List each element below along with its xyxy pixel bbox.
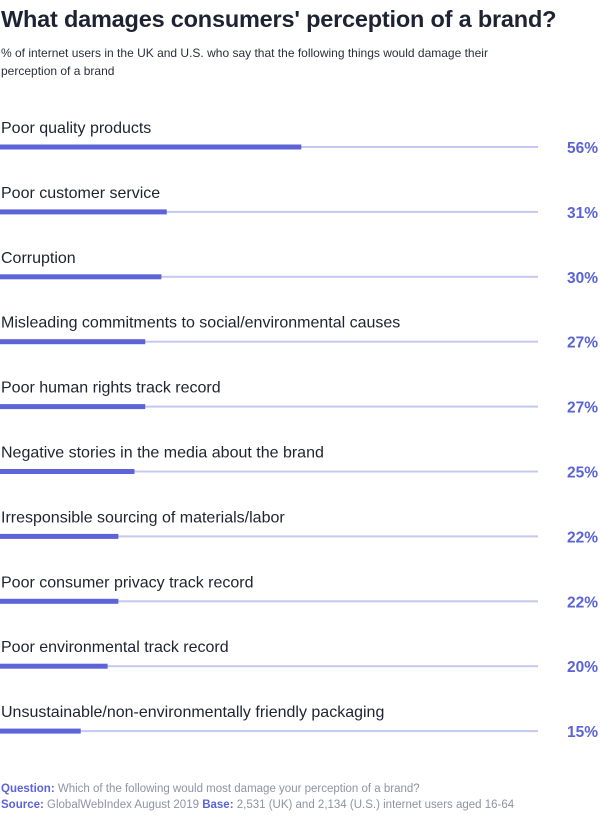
category-label: Irresponsible sourcing of materials/labo… [1, 509, 285, 526]
category-label: Misleading commitments to social/environ… [1, 315, 400, 332]
value-label: 22% [567, 594, 598, 611]
bar-track [0, 470, 538, 473]
bar [0, 404, 146, 410]
bar [0, 663, 108, 669]
bar-track [0, 600, 538, 603]
source-label: Source: [1, 799, 44, 811]
category-label: Poor consumer privacy track record [1, 574, 254, 591]
category-label: Negative stories in the media about the … [1, 445, 324, 462]
value-label: 27% [567, 335, 598, 352]
value-label: 30% [567, 270, 598, 287]
value-label: 56% [567, 140, 598, 157]
bar-track [0, 405, 538, 408]
bar-track [0, 210, 538, 213]
chart-subtitle: % of internet users in the UK and U.S. w… [1, 46, 488, 78]
bar [0, 339, 146, 345]
bar-track [0, 665, 538, 668]
source-line: Source: GlobalWebIndex August 2019 Base:… [1, 797, 599, 813]
category-label: Unsustainable/non-environmentally friend… [1, 704, 384, 721]
category-label: Corruption [1, 250, 76, 267]
bar-track [0, 275, 538, 278]
question-line: Question: Which of the following would m… [1, 781, 599, 797]
question-label: Question: [1, 783, 55, 795]
category-label: Poor quality products [1, 120, 151, 137]
chart-title: What damages consumers' perception of a … [1, 6, 557, 32]
source-text: GlobalWebIndex August 2019 [47, 799, 199, 811]
bar [0, 274, 162, 280]
bar [0, 728, 81, 734]
bar [0, 209, 167, 215]
value-label: 22% [567, 529, 598, 546]
bar-track [0, 730, 538, 733]
base-text: 2,531 (UK) and 2,134 (U.S.) internet use… [236, 799, 515, 811]
value-label: 25% [567, 465, 598, 482]
bar [0, 598, 119, 604]
bar [0, 533, 119, 539]
value-label: 15% [567, 724, 598, 741]
question-text: Which of the following would most damage… [57, 783, 420, 795]
bar [0, 469, 135, 474]
value-label: 20% [567, 659, 598, 676]
category-label: Poor human rights track record [1, 380, 221, 397]
chart-footer: Question: Which of the following would m… [1, 781, 599, 813]
category-label: Poor customer service [1, 185, 160, 202]
bar [0, 144, 302, 150]
bar-chart: Poor quality products 56% Poor customer se… [0, 120, 598, 741]
category-label: Poor environmental track record [1, 639, 229, 656]
value-label: 31% [567, 205, 598, 222]
bar-track [0, 340, 538, 343]
bar-track [0, 535, 538, 538]
value-label: 27% [567, 400, 598, 417]
base-label: Base: [202, 799, 234, 811]
